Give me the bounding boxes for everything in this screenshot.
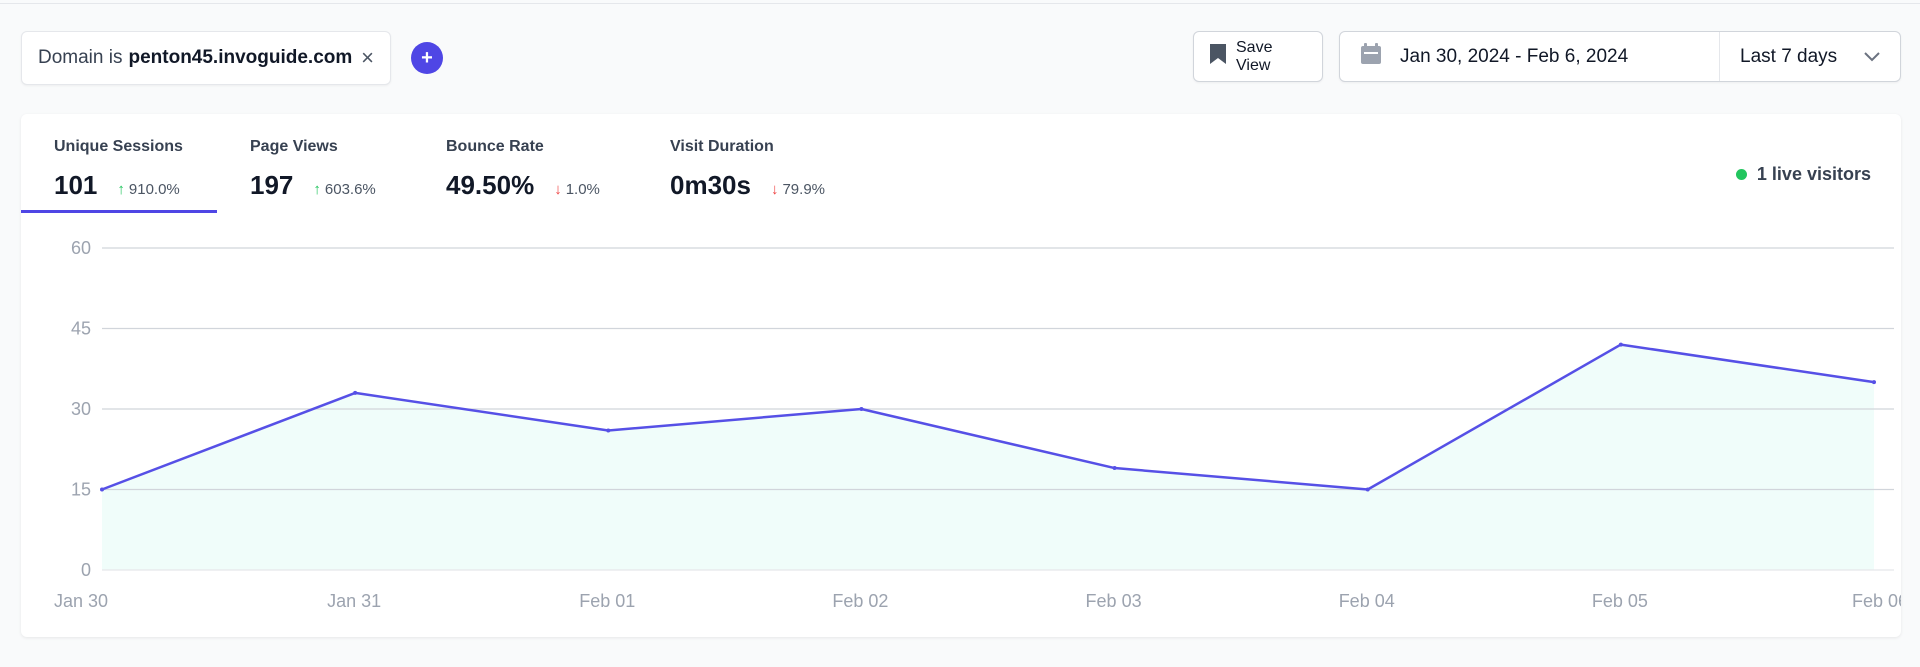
add-filter-button[interactable]: + xyxy=(411,42,443,74)
data-point xyxy=(1618,342,1623,347)
arrow-down-icon: ↓ xyxy=(770,181,779,198)
x-tick-label: Feb 04 xyxy=(1339,591,1395,611)
x-tick-label: Feb 01 xyxy=(579,591,635,611)
x-tick-label: Feb 06 xyxy=(1852,591,1901,611)
live-dot-icon xyxy=(1735,169,1747,180)
period-label: Last 7 days xyxy=(1740,45,1838,67)
x-tick-label: Jan 30 xyxy=(54,591,108,611)
y-tick-label: 45 xyxy=(71,319,91,339)
domain-filter-chip[interactable]: Domain is penton45.invoguide.com × xyxy=(21,31,391,85)
y-tick-label: 60 xyxy=(71,238,91,258)
save-view-button[interactable]: Save View xyxy=(1193,31,1323,82)
stat-page-views[interactable]: Page Views 197 ↑ 603.6% xyxy=(217,114,413,213)
live-visitors-label: 1 live visitors xyxy=(1756,164,1871,184)
stat-label: Unique Sessions xyxy=(54,138,183,155)
analytics-card: Unique Sessions 101 ↑ 910.0% Page Views 1… xyxy=(21,114,1901,637)
chevron-down-icon xyxy=(1864,46,1880,68)
sessions-chart: 0 15 30 45 60 Jan 30 Jan 31 Feb 01 Feb 02 Feb 03 F… xyxy=(54,238,1901,611)
x-tick-label: Feb 02 xyxy=(832,591,888,611)
stat-value: 49.50% xyxy=(446,170,535,200)
stat-value: 0m30s xyxy=(670,170,751,200)
plus-icon: + xyxy=(421,46,433,69)
stat-change: 79.9% xyxy=(782,181,826,198)
x-tick-label: Feb 03 xyxy=(1086,591,1142,611)
y-tick-label: 15 xyxy=(71,480,91,500)
stat-value: 197 xyxy=(250,170,294,200)
live-visitors[interactable]: 1 live visitors xyxy=(1735,164,1871,185)
date-range-text: Jan 30, 2024 - Feb 6, 2024 xyxy=(1400,45,1629,67)
stat-label: Page Views xyxy=(250,138,338,155)
stat-change: 910.0% xyxy=(128,181,180,198)
filter-prefix: Domain is xyxy=(38,47,123,68)
date-range-button[interactable]: Jan 30, 2024 - Feb 6, 2024 xyxy=(1340,32,1720,81)
data-point xyxy=(1872,380,1876,385)
arrow-up-icon: ↑ xyxy=(313,181,321,198)
bookmark-icon xyxy=(1208,43,1228,70)
y-tick-label: 0 xyxy=(81,560,91,580)
data-point xyxy=(353,390,358,395)
arrow-up-icon: ↑ xyxy=(117,181,125,198)
stat-label: Visit Duration xyxy=(670,138,774,155)
x-tick-label: Feb 05 xyxy=(1592,591,1648,611)
close-icon[interactable]: × xyxy=(361,45,374,70)
period-select[interactable]: Last 7 days xyxy=(1720,32,1900,81)
data-point xyxy=(859,407,864,411)
data-point xyxy=(1112,466,1117,471)
stat-change: 1.0% xyxy=(565,181,600,198)
series-line xyxy=(101,343,1875,491)
top-divider xyxy=(0,3,1920,4)
stat-change: 603.6% xyxy=(324,181,376,198)
data-point xyxy=(100,487,104,492)
save-view-label: Save View xyxy=(1236,38,1273,74)
stat-bounce-rate[interactable]: Bounce Rate 49.50% ↓ 1.0% xyxy=(413,114,637,213)
y-tick-label: 30 xyxy=(71,399,91,419)
data-point xyxy=(606,428,611,433)
calendar-icon xyxy=(1360,42,1382,71)
chart-area xyxy=(102,344,1874,570)
filter-value: penton45.invoguide.com xyxy=(128,47,353,68)
x-tick-label: Jan 31 xyxy=(327,591,381,611)
data-point xyxy=(1365,487,1370,492)
date-picker: Jan 30, 2024 - Feb 6, 2024 Last 7 days xyxy=(1339,31,1901,82)
stat-label: Bounce Rate xyxy=(446,138,544,155)
stat-unique-sessions[interactable]: Unique Sessions 101 ↑ 910.0% xyxy=(21,114,217,213)
arrow-down-icon: ↓ xyxy=(554,181,562,198)
stat-value: 101 xyxy=(54,170,98,200)
stat-visit-duration[interactable]: Visit Duration 0m30s ↓ 79.9% xyxy=(637,114,867,213)
